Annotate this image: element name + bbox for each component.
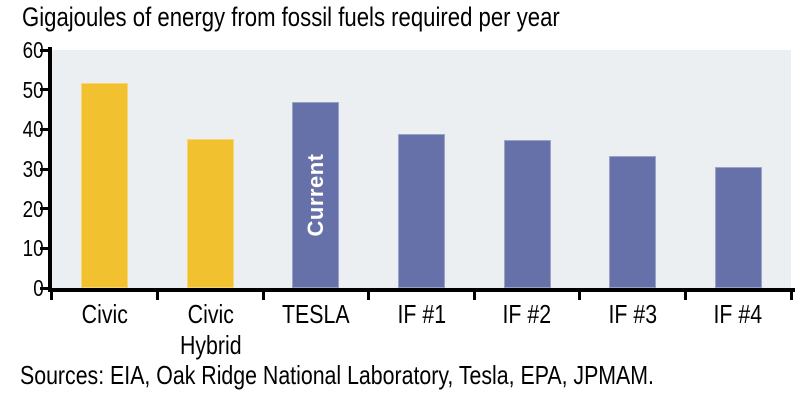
x-axis-label-if-2: IF #2 [474, 299, 580, 330]
bar-if-3 [609, 155, 657, 288]
y-tick-label-10: 10 [0, 235, 44, 261]
x-axis-label-if-1: IF #1 [369, 299, 475, 330]
source-note: Sources: EIA, Oak Ridge National Laborat… [20, 360, 793, 391]
y-tick-label-text: 20 [23, 195, 44, 222]
bar-if-2 [503, 139, 551, 288]
y-tick-label-text: 0 [33, 275, 44, 301]
x-axis-label-civic-hybrid: Civic Hybrid [158, 299, 264, 360]
y-tick-mark [40, 127, 49, 131]
y-tick-label-text: 30 [23, 156, 44, 182]
x-tick-mark [49, 292, 53, 300]
plot-area: Current [52, 50, 791, 288]
x-axis-label-text: IF #1 [397, 299, 446, 329]
y-tick-mark [40, 207, 49, 211]
x-axis-label-tesla: TESLA [263, 299, 369, 330]
x-tick-mark [683, 292, 687, 300]
bar-tesla: Current [292, 101, 340, 288]
y-tick-label-30: 30 [0, 156, 44, 182]
x-axis-label-civic: Civic [52, 299, 158, 330]
y-tick-mark [40, 246, 49, 250]
x-tick-mark [472, 292, 476, 300]
y-axis-line [48, 47, 52, 292]
y-tick-label-20: 20 [0, 196, 44, 222]
y-tick-label-text: 50 [23, 76, 44, 103]
x-axis-label-text: IF #3 [608, 299, 657, 329]
y-tick-label-text: 10 [23, 235, 44, 262]
x-tick-mark [261, 292, 265, 300]
x-axis-label-text: IF #2 [502, 299, 552, 329]
x-tick-mark [367, 292, 371, 300]
bar-civic [81, 82, 129, 288]
y-tick-label-text: 40 [23, 116, 44, 143]
x-axis-label-text: TESLA [282, 299, 350, 329]
y-tick-label-text: 60 [23, 37, 44, 63]
y-tick-mark [40, 167, 49, 171]
bar-if-4 [714, 167, 762, 288]
y-tick-mark [40, 88, 49, 92]
x-axis-label-if-3: IF #3 [580, 299, 686, 330]
y-tick-label-50: 50 [0, 77, 44, 103]
y-tick-label-40: 40 [0, 116, 44, 142]
bar-civic-hybrid [186, 139, 234, 288]
y-tick-label-60: 60 [0, 37, 44, 63]
x-axis-label-text: Civic Hybrid [179, 299, 242, 360]
chart-title: Gigajoules of energy from fossil fuels r… [22, 2, 678, 33]
bar-if-1 [398, 134, 445, 288]
y-tick-label-0: 0 [0, 275, 44, 301]
x-axis-label-if-4: IF #4 [685, 299, 791, 330]
x-axis-label-text: IF #4 [713, 299, 763, 329]
x-axis-line [48, 288, 795, 292]
x-tick-mark [578, 292, 582, 300]
source-note-text: Sources: EIA, Oak Ridge National Laborat… [20, 360, 654, 390]
chart-title-text: Gigajoules of energy from fossil fuels r… [22, 2, 560, 32]
x-tick-mark [789, 292, 793, 300]
y-tick-mark [40, 48, 49, 52]
x-tick-mark [156, 292, 160, 300]
y-tick-mark [40, 286, 49, 290]
current-annotation-label: Current [302, 153, 328, 237]
x-axis-label-text: Civic [81, 299, 128, 329]
